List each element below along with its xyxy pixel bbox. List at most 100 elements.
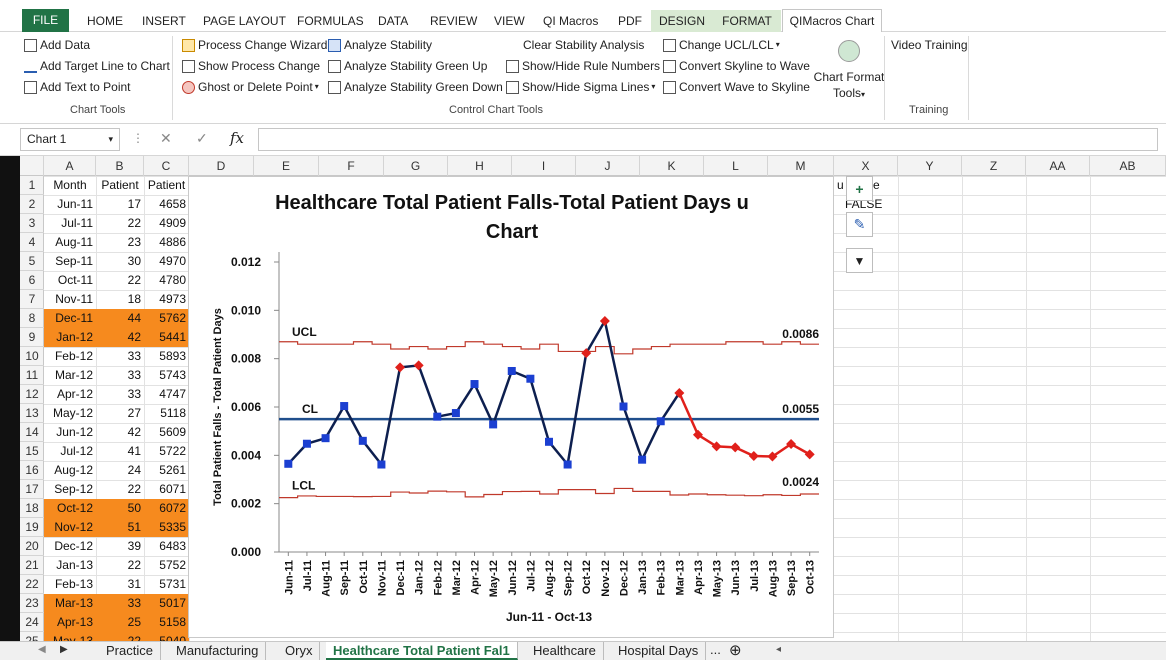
falls-cell[interactable]: 22 bbox=[127, 558, 141, 572]
column-header[interactable]: Z bbox=[962, 156, 1026, 176]
month-cell[interactable]: Jul-11 bbox=[61, 216, 93, 230]
u-chart[interactable]: Healthcare Total Patient Falls-Total Pat… bbox=[188, 176, 834, 638]
name-box[interactable]: Chart 1 ▾ bbox=[20, 128, 120, 151]
month-cell[interactable]: Jan-13 bbox=[56, 558, 93, 572]
cell-x1-right[interactable]: e bbox=[873, 178, 880, 192]
select-all-corner[interactable] bbox=[20, 156, 44, 176]
column-header[interactable]: G bbox=[384, 156, 448, 176]
days-cell[interactable]: 5752 bbox=[159, 558, 186, 572]
sheet-tab-practice[interactable]: Practice bbox=[99, 642, 161, 660]
chevron-down-icon[interactable]: ▾ bbox=[108, 134, 113, 144]
sheet-tab-healthcare[interactable]: Healthcare bbox=[526, 642, 604, 660]
sheet-tab-manufacturing[interactable]: Manufacturing bbox=[169, 642, 267, 660]
month-cell[interactable]: Nov-11 bbox=[55, 292, 93, 306]
month-cell[interactable]: Feb-12 bbox=[54, 349, 93, 363]
column-header[interactable]: D bbox=[189, 156, 254, 176]
row-header[interactable]: 7 bbox=[20, 290, 44, 309]
column-header[interactable]: K bbox=[640, 156, 704, 176]
month-cell[interactable]: Mar-13 bbox=[44, 594, 96, 613]
tab-design[interactable]: DESIGN bbox=[651, 10, 713, 32]
sheet-tab-healthcare-total-patient-falls[interactable]: Healthcare Total Patient Fal1 bbox=[326, 642, 518, 660]
column-header[interactable]: E bbox=[254, 156, 319, 176]
tab-data[interactable]: DATA bbox=[378, 14, 409, 28]
tab-insert[interactable]: INSERT bbox=[142, 14, 186, 28]
column-header[interactable]: X bbox=[834, 156, 898, 176]
month-cell[interactable]: Apr-13 bbox=[44, 613, 96, 632]
falls-cell[interactable]: 17 bbox=[127, 197, 141, 211]
month-cell[interactable]: Oct-12 bbox=[44, 499, 96, 518]
row-header[interactable]: 2 bbox=[20, 195, 44, 214]
scroll-left-icon[interactable]: ◂ bbox=[776, 644, 782, 655]
row-header[interactable]: 21 bbox=[20, 556, 44, 575]
falls-cell[interactable]: 33 bbox=[96, 594, 144, 613]
month-cell[interactable]: Dec-11 bbox=[44, 309, 96, 328]
convert-wave-to-skyline-button[interactable]: Convert Wave to Skyline bbox=[663, 77, 810, 97]
ghost-or-delete-point-button[interactable]: Ghost or Delete Point ▾ bbox=[182, 77, 319, 97]
tab-formulas[interactable]: FORMULAS bbox=[297, 14, 364, 28]
clear-stability-analysis-button[interactable]: Clear Stability Analysis bbox=[506, 35, 644, 55]
row-header[interactable]: 12 bbox=[20, 385, 44, 404]
column-header[interactable]: Y bbox=[898, 156, 962, 176]
row-header[interactable]: 1 bbox=[20, 176, 44, 195]
days-cell[interactable]: 5017 bbox=[144, 594, 189, 613]
days-cell[interactable]: 4658 bbox=[159, 197, 186, 211]
add-target-line-button[interactable]: Add Target Line to Chart bbox=[24, 56, 170, 76]
days-cell[interactable]: 5609 bbox=[159, 425, 186, 439]
prev-sheet-icon[interactable]: ◀ bbox=[38, 644, 46, 655]
video-training-button[interactable]: Video Training bbox=[891, 38, 968, 52]
month-cell[interactable]: Feb-13 bbox=[54, 577, 93, 591]
falls-cell[interactable]: 18 bbox=[127, 292, 141, 306]
change-ucl-lcl-button[interactable]: Change UCL/LCL ▾ bbox=[663, 35, 780, 55]
month-cell[interactable]: Jun-12 bbox=[56, 425, 93, 439]
falls-cell[interactable]: 42 bbox=[96, 328, 144, 347]
days-cell[interactable]: 5762 bbox=[144, 309, 189, 328]
tab-file[interactable]: FILE bbox=[22, 9, 69, 32]
days-cell[interactable]: 4973 bbox=[159, 292, 186, 306]
row-header[interactable]: 8 bbox=[20, 309, 44, 328]
row-header[interactable]: 14 bbox=[20, 423, 44, 442]
column-header[interactable]: C bbox=[144, 156, 189, 176]
tab-format[interactable]: FORMAT bbox=[713, 10, 781, 32]
row-header[interactable]: 11 bbox=[20, 366, 44, 385]
tab-review[interactable]: REVIEW bbox=[430, 14, 478, 28]
falls-cell[interactable]: 33 bbox=[127, 387, 141, 401]
month-cell[interactable]: Sep-11 bbox=[55, 254, 93, 268]
column-header[interactable]: H bbox=[448, 156, 512, 176]
days-cell[interactable]: 4909 bbox=[159, 216, 186, 230]
falls-cell[interactable]: 24 bbox=[127, 463, 141, 477]
falls-cell[interactable]: 23 bbox=[127, 235, 141, 249]
header-cell[interactable]: Month bbox=[53, 178, 87, 192]
month-cell[interactable]: Jun-11 bbox=[57, 197, 93, 211]
add-sheet-icon[interactable]: ⊕ bbox=[729, 642, 742, 659]
tab-home[interactable]: HOME bbox=[87, 14, 123, 28]
days-cell[interactable]: 5158 bbox=[144, 613, 189, 632]
header-cell[interactable]: Patient bbox=[101, 178, 139, 192]
month-cell[interactable]: Oct-11 bbox=[57, 273, 93, 287]
row-header[interactable]: 23 bbox=[20, 594, 44, 613]
days-cell[interactable]: 6071 bbox=[159, 482, 186, 496]
confirm-icon[interactable]: ✓ bbox=[196, 130, 208, 146]
falls-cell[interactable]: 27 bbox=[127, 406, 141, 420]
days-cell[interactable]: 5731 bbox=[159, 577, 186, 591]
month-cell[interactable]: Nov-12 bbox=[44, 518, 96, 537]
falls-cell[interactable]: 30 bbox=[127, 254, 141, 268]
column-header[interactable]: I bbox=[512, 156, 576, 176]
falls-cell[interactable]: 31 bbox=[127, 577, 141, 591]
row-header[interactable]: 10 bbox=[20, 347, 44, 366]
column-header[interactable]: L bbox=[704, 156, 768, 176]
row-header[interactable]: 5 bbox=[20, 252, 44, 271]
days-cell[interactable]: 5261 bbox=[159, 463, 186, 477]
falls-cell[interactable]: 41 bbox=[127, 444, 141, 458]
month-cell[interactable]: Aug-11 bbox=[55, 235, 93, 249]
plus-icon[interactable]: + bbox=[846, 176, 873, 201]
days-cell[interactable]: 5893 bbox=[159, 349, 186, 363]
analyze-stability-green-down-button[interactable]: Analyze Stability Green Down bbox=[328, 77, 503, 97]
month-cell[interactable]: Mar-12 bbox=[54, 368, 93, 382]
days-cell[interactable]: 6483 bbox=[159, 539, 186, 553]
falls-cell[interactable]: 22 bbox=[127, 482, 141, 496]
filter-icon[interactable]: ▼ bbox=[846, 248, 873, 273]
chart-format-tools-button[interactable]: Chart Format Tools▾ bbox=[812, 35, 886, 101]
show-hide-sigma-lines-button[interactable]: Show/Hide Sigma Lines ▾ bbox=[506, 77, 655, 97]
column-header[interactable]: AB bbox=[1090, 156, 1166, 176]
row-header[interactable]: 16 bbox=[20, 461, 44, 480]
